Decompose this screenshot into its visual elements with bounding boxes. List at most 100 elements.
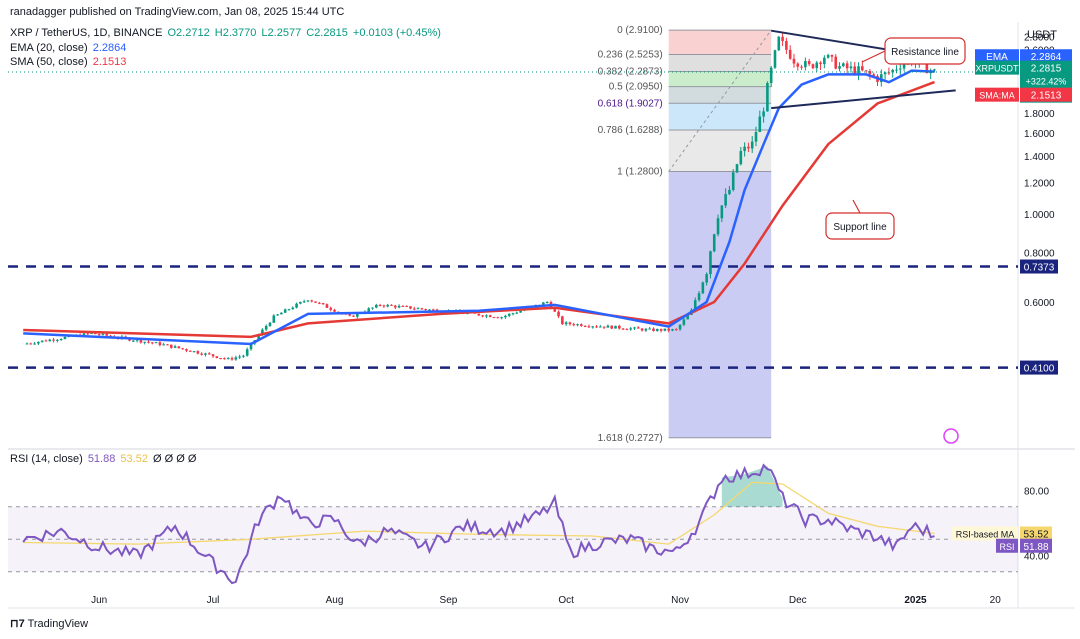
candle-body [823,57,826,65]
price-tick-label: 1.6000 [1024,129,1055,140]
candle-body [356,313,359,317]
candle-body [390,304,393,306]
candle-body [295,303,298,308]
rsi-tag-name: RSI [999,542,1014,552]
level-tag-label: 0.7373 [1024,263,1055,274]
currency-label: USDT [1027,29,1059,41]
candle-body [261,329,264,335]
candle-body [325,304,329,308]
candle-body [52,339,55,341]
candle-body [621,328,625,330]
candle-body [420,308,424,310]
candle-body [56,339,59,341]
candle-body [492,317,496,319]
candle-body [644,328,648,331]
fib-zone-0 [668,30,772,55]
support-callout-label: Support line [833,222,887,233]
candle-body [496,317,500,319]
candle-body [629,328,633,330]
fib-trend-line [668,29,772,172]
candle-body [500,317,503,319]
level-tag-box [1020,360,1058,375]
sma-legend[interactable]: SMA (50, close) 2.1513 [10,56,128,68]
candle-body [697,293,701,301]
candle-body [568,322,572,325]
candle-body [864,70,868,72]
rsi-line [22,463,935,585]
candle-body [169,344,173,348]
time-tick-label: Jun [91,595,107,606]
candle-body [682,319,686,325]
candle-body [397,305,401,308]
candle-body [333,309,336,312]
candle-body [173,346,177,348]
ema-legend[interactable]: EMA (20, close) 2.2864 [10,42,128,54]
candle-body [382,305,386,307]
candle-body [845,63,849,69]
candle-body [781,36,784,42]
candle-body [287,309,291,311]
candle-body [834,56,838,69]
candle-body [139,339,143,343]
candle-body [716,218,720,235]
candle-body [329,307,333,310]
candle-body [671,329,674,331]
rsi-ma-tag-name-box [952,526,1018,541]
candle-body [409,306,412,309]
fib-zone-0.236 [668,54,772,72]
candle-body [97,334,101,336]
candle-body [576,324,579,326]
candle-body [154,342,158,344]
symbol-title: XRP / TetherUS, 1D, BINANCE [10,27,163,39]
open-value: O2.2712 [167,27,210,39]
ema-tag-name-box [975,49,1019,64]
candle-body [564,322,568,325]
rsi-ma-legend-value: 53.52 [120,453,148,465]
candle-body [747,146,750,149]
candle-body [542,302,545,306]
symbol-tag-name: XRPUSDT [975,64,1019,74]
sma-legend-value: 2.1513 [92,56,127,68]
price-tick-label: 1.0000 [1024,210,1055,221]
candle-body [485,315,488,317]
candle-body [925,61,929,74]
time-tick-label: Dec [789,595,807,606]
candle-body [686,314,689,320]
symbol-legend[interactable]: XRP / TetherUS, 1D, BINANCE O2.2712 H2.3… [10,27,443,39]
rsi-ma-tag-name: RSI-based MA [956,530,1015,540]
candle-body [143,341,146,343]
candle-body [310,300,314,302]
candle-body [648,328,651,330]
lightning-icon [943,428,959,444]
ema-legend-value: 2.2864 [92,42,127,54]
candle-body [488,315,492,318]
candle-body [166,344,169,346]
candle-body [743,146,746,152]
candle-body [245,349,249,356]
candle-body [318,302,321,304]
candle-body [561,316,564,325]
rsi-legend[interactable]: RSI (14, close) 51.88 53.52 Ø Ø Ø Ø [10,453,198,465]
candle-body [701,282,705,294]
candle-body [693,300,697,310]
candle-body [754,132,758,142]
candle-body [272,315,276,323]
candle-body [44,340,48,342]
candle-body [33,343,36,345]
candle-body [215,356,219,359]
fib-zone-0.5 [668,86,772,104]
candle-body [196,351,200,354]
candle-body [762,111,765,117]
candle-body [249,343,253,350]
candle-body [378,304,382,306]
candle-body [800,66,803,68]
sma-tag-name-box [975,87,1019,102]
level-tag-label: 0.4100 [1024,364,1055,375]
candle-body [572,324,576,326]
candle-body [766,82,769,112]
tradingview-logo-icon: ⊓⁠7 [10,618,25,630]
candle-body [792,58,796,64]
sma-tag-value: 2.1513 [1031,91,1062,102]
candle-body [132,340,135,342]
